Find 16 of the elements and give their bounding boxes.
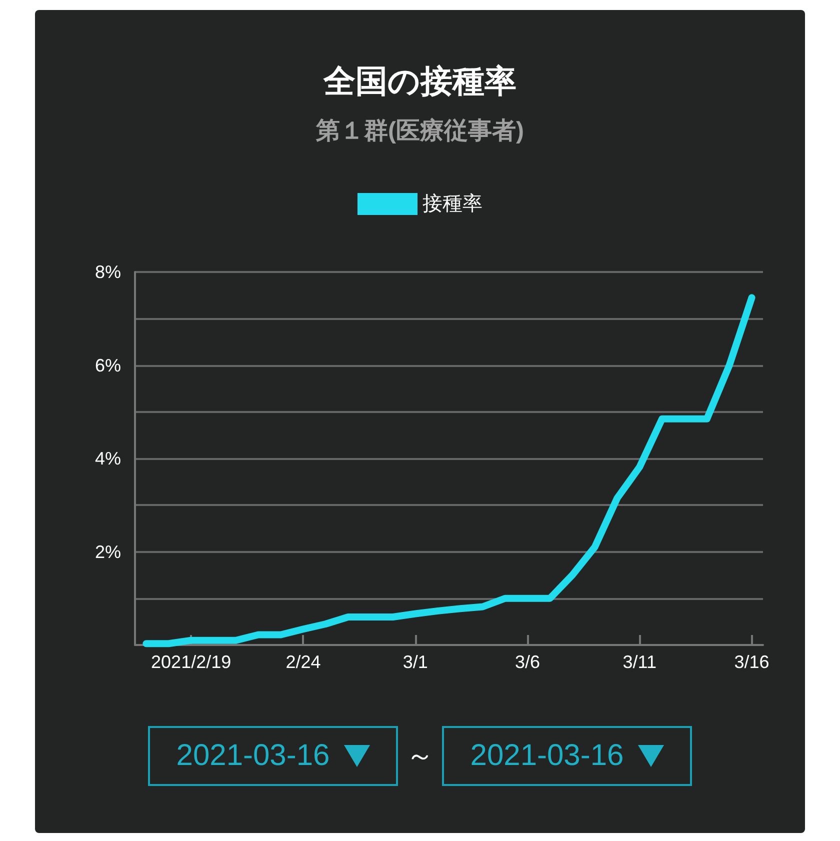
chart-title: 全国の接種率 [322, 63, 516, 99]
x-tick-label: 3/1 [402, 652, 428, 672]
text: ～ [406, 739, 434, 773]
chart-subtitle: 第１群(医療従事者) [315, 118, 524, 144]
y-tick-label: 6% [94, 355, 121, 376]
y-tick-label: 4% [94, 448, 121, 468]
y-tick-label: 2% [94, 542, 121, 562]
x-tick-label: 3/16 [734, 652, 770, 672]
date-dropdown[interactable]: 2021-03-16 [148, 726, 398, 786]
legend-label: 接種率 [422, 193, 482, 215]
x-tick-label: 3/6 [514, 652, 540, 672]
date-dropdown[interactable]: 2021-03-16 [442, 726, 692, 786]
x-tick-label: 3/11 [622, 652, 656, 672]
x-tick-label: 2/24 [286, 652, 321, 672]
x-tick-label: 2021/2/19 [151, 652, 232, 672]
y-tick-label: 8% [94, 262, 121, 282]
